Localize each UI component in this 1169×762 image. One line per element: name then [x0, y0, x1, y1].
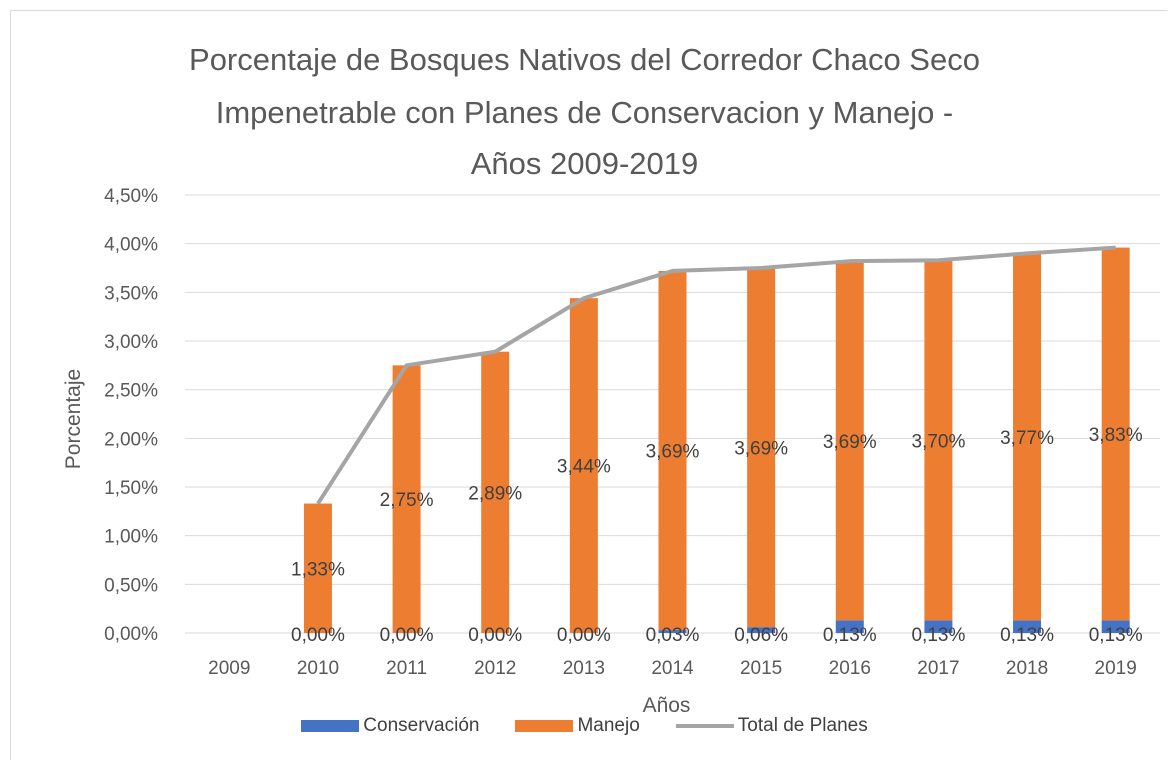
data-label-conservacion: 0,00% — [468, 625, 522, 646]
legend-label-total: Total de Planes — [737, 715, 868, 736]
data-label-manejo: 3,70% — [911, 431, 965, 452]
data-label-manejo: 1,33% — [291, 559, 345, 580]
x-tick-label: 2019 — [1095, 658, 1137, 679]
bar-conservacion — [835, 620, 864, 633]
data-label-conservacion: 0,13% — [1000, 625, 1054, 646]
data-label-conservacion: 0,03% — [646, 625, 700, 646]
y-axis-title: Porcentaje — [62, 369, 85, 469]
bar-manejo — [924, 260, 953, 621]
data-label-manejo: 3,69% — [734, 439, 788, 460]
bar-conservacion — [658, 630, 687, 633]
y-tick-label: 0,00% — [104, 624, 158, 645]
x-tick-label: 2016 — [829, 658, 871, 679]
legend-item-total: Total de Planes — [675, 715, 868, 737]
y-tick-label: 4,00% — [104, 235, 158, 256]
x-tick-label: 2017 — [917, 658, 959, 679]
bar-manejo — [747, 268, 776, 628]
bar-conservacion — [1013, 620, 1042, 633]
data-label-conservacion: 0,13% — [1089, 625, 1143, 646]
data-label-conservacion: 0,00% — [380, 625, 434, 646]
data-label-manejo: 3,77% — [1000, 428, 1054, 449]
bar-conservacion — [747, 627, 776, 633]
data-label-conservacion: 0,00% — [557, 625, 611, 646]
data-label-conservacion: 0,06% — [734, 625, 788, 646]
y-tick-label: 1,00% — [104, 527, 158, 548]
chart-title-line-1: Porcentaje de Bosques Nativos del Corred… — [189, 42, 980, 77]
legend-swatch-total — [675, 724, 734, 728]
bar-manejo — [392, 365, 421, 633]
x-tick-label: 2015 — [740, 658, 782, 679]
legend-swatch-conservacion — [301, 720, 360, 732]
bar-conservacion — [1101, 620, 1130, 633]
legend-item-conservacion: Conservación — [301, 715, 479, 737]
y-tick-label: 4,50% — [104, 186, 158, 207]
data-label-manejo: 3,44% — [557, 457, 611, 478]
x-tick-label: 2013 — [563, 658, 605, 679]
x-tick-label: 2011 — [386, 658, 427, 679]
bar-manejo — [1101, 247, 1130, 621]
y-tick-label: 2,50% — [104, 381, 158, 402]
data-label-manejo: 2,89% — [468, 483, 522, 504]
legend-label-manejo: Manejo — [577, 715, 640, 736]
line-total-de-planes — [316, 245, 1116, 505]
chart-frame — [10, 10, 1167, 760]
data-label-manejo: 3,69% — [823, 432, 877, 453]
bar-manejo — [481, 351, 510, 633]
y-tick-label: 0,50% — [104, 575, 158, 596]
bar-manejo — [569, 298, 598, 633]
y-tick-label: 2,00% — [104, 429, 158, 450]
y-tick-label: 3,50% — [104, 283, 158, 304]
y-tick-label: 3,00% — [104, 332, 158, 353]
x-tick-label: 2010 — [297, 658, 339, 679]
legend-item-manejo: Manejo — [515, 715, 640, 737]
chart-legend: Conservación Manejo Total de Planes — [0, 715, 1169, 737]
bar-manejo — [658, 270, 687, 631]
chart-title-line-3: Años 2009-2019 — [470, 146, 699, 181]
data-label-manejo: 2,75% — [380, 490, 434, 511]
bar-conservacion — [924, 620, 953, 633]
bar-manejo — [835, 261, 864, 621]
x-tick-label: 2014 — [651, 658, 694, 679]
data-label-conservacion: 0,13% — [823, 625, 877, 646]
bar-manejo — [1013, 253, 1042, 621]
chart-title-line-2: Impenetrable con Planes de Conservacion … — [215, 95, 954, 130]
x-tick-label: 2012 — [474, 658, 516, 679]
data-label-manejo: 3,83% — [1089, 425, 1143, 446]
bar-manejo — [303, 503, 332, 633]
data-label-conservacion: 0,13% — [911, 625, 965, 646]
y-tick-label: 1,50% — [104, 478, 158, 499]
legend-swatch-manejo — [515, 720, 574, 732]
data-label-manejo: 3,69% — [646, 442, 700, 463]
legend-label-conservacion: Conservación — [363, 715, 480, 736]
x-axis-title: Años — [643, 694, 691, 717]
data-label-conservacion: 0,00% — [291, 625, 345, 646]
x-tick-label: 2009 — [208, 658, 250, 679]
x-tick-label: 2018 — [1006, 658, 1048, 679]
